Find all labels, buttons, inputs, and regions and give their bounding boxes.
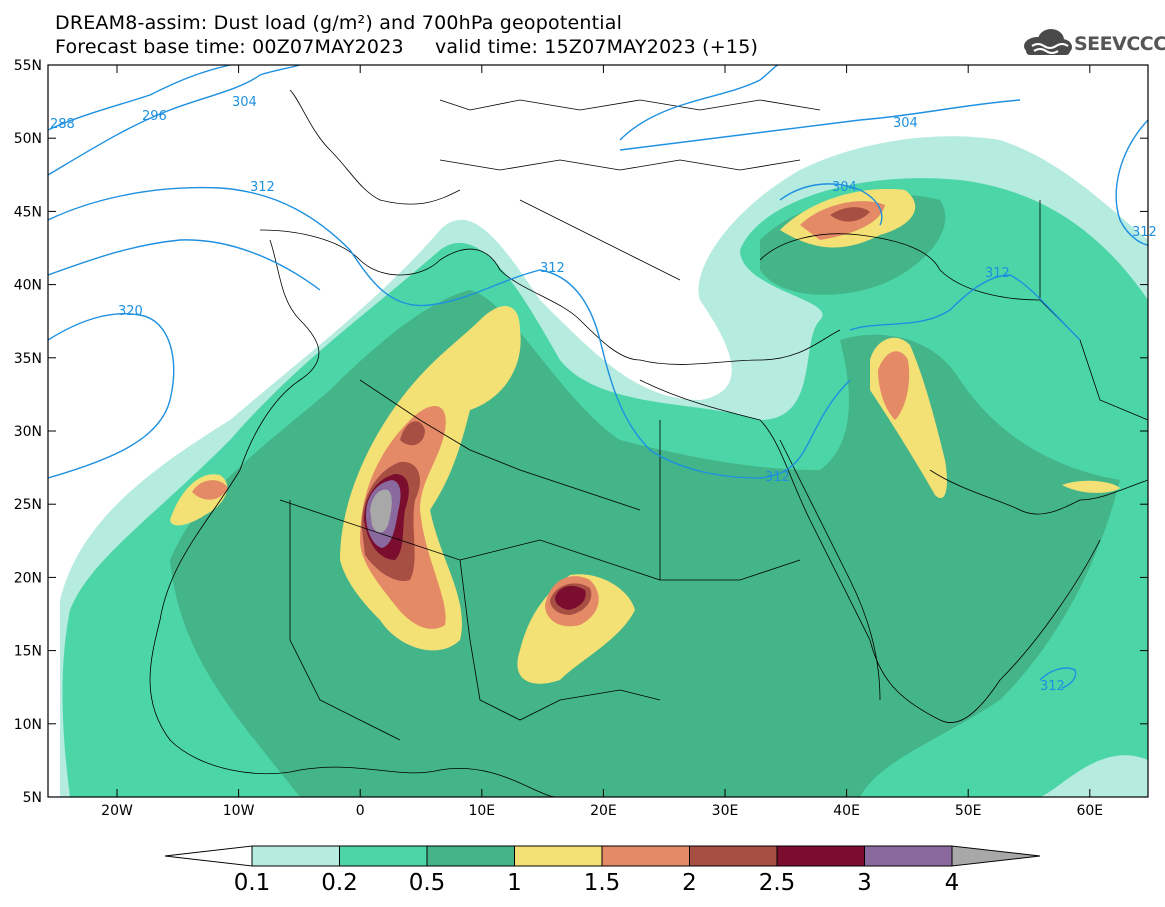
dust-level-2.5 bbox=[555, 585, 586, 610]
lon-label: 10W bbox=[223, 803, 255, 819]
lon-label: 30E bbox=[712, 803, 739, 819]
geopotential-contours bbox=[48, 65, 1148, 689]
coastlines bbox=[149, 89, 1148, 797]
contour-label: 304 bbox=[232, 95, 257, 110]
colorbar-label: 1 bbox=[507, 870, 522, 896]
latitude-axis: 55N 50N 45N 40N 35N 30N 25N 20N 15N 10N 5N bbox=[14, 58, 1148, 806]
longitude-axis: 20W 10W 0 10E 20E 30E 40E 50E 60E bbox=[101, 65, 1103, 819]
lat-label: 30N bbox=[14, 424, 42, 440]
dust-level-1.5 bbox=[192, 480, 228, 500]
contour-label: 312 bbox=[765, 470, 790, 485]
contour-label: 312 bbox=[540, 261, 565, 276]
colorbar-label: 0.1 bbox=[233, 870, 271, 896]
contour-label: 304 bbox=[893, 116, 918, 131]
lat-label: 15N bbox=[14, 644, 42, 660]
colorbar-label: 0.5 bbox=[408, 870, 446, 896]
colorbar-segment bbox=[426, 845, 515, 867]
contour-label: 296 bbox=[142, 109, 167, 124]
lat-label: 55N bbox=[14, 58, 42, 74]
colorbar bbox=[164, 845, 1041, 867]
colorbar-segment bbox=[864, 845, 953, 867]
colorbar-label: 4 bbox=[944, 870, 960, 896]
lon-label: 10E bbox=[468, 803, 495, 819]
lon-label: 60E bbox=[1076, 803, 1103, 819]
colorbar-label: 2.5 bbox=[758, 870, 796, 896]
lon-label: 20E bbox=[590, 803, 617, 819]
colorbar-label: 3 bbox=[857, 870, 872, 896]
colorbar-segment bbox=[776, 845, 865, 867]
lat-label: 50N bbox=[14, 131, 42, 147]
chart-title-line1: DREAM8-assim: Dust load (g/m²) and 700hP… bbox=[55, 12, 623, 34]
lat-label: 35N bbox=[14, 351, 42, 367]
logo-text: SEEVCCC bbox=[1074, 33, 1165, 55]
contour-labels: 288 296 304 312 320 312 304 312 304 312 … bbox=[50, 95, 1157, 694]
contour-label: 304 bbox=[832, 180, 857, 195]
lon-label: 0 bbox=[356, 803, 365, 819]
contour-label: 312 bbox=[1132, 225, 1157, 240]
lat-label: 45N bbox=[14, 204, 42, 220]
chart-title-line2: Forecast base time: 00Z07MAY2023 valid t… bbox=[55, 36, 759, 58]
lon-label: 50E bbox=[955, 803, 982, 819]
colorbar-extend-high bbox=[951, 845, 1041, 867]
colorbar-segment bbox=[251, 845, 340, 867]
colorbar-segment bbox=[601, 845, 690, 867]
lat-label: 40N bbox=[14, 278, 42, 294]
colorbar-label: 1.5 bbox=[583, 870, 621, 896]
contour-label: 312 bbox=[985, 266, 1010, 281]
colorbar-extend-low bbox=[164, 845, 253, 867]
dust-level-1 bbox=[1062, 480, 1120, 493]
dust-level-2 bbox=[400, 421, 425, 446]
seevccc-logo bbox=[1024, 29, 1072, 55]
contour-label: 288 bbox=[50, 117, 75, 132]
colorbar-label: 0.2 bbox=[321, 870, 358, 896]
dust-level-2 bbox=[830, 207, 870, 222]
lon-label: 40E bbox=[833, 803, 860, 819]
lat-label: 20N bbox=[14, 570, 42, 586]
colorbar-segment bbox=[514, 845, 603, 867]
lat-label: 25N bbox=[14, 497, 42, 513]
colorbar-segment bbox=[689, 845, 778, 867]
contour-label: 320 bbox=[118, 304, 143, 319]
dust-field bbox=[60, 136, 1148, 797]
dust-level-4 bbox=[370, 489, 392, 533]
dust-level-1.5 bbox=[878, 351, 910, 420]
lat-label: 5N bbox=[23, 790, 42, 806]
lat-label: 10N bbox=[14, 717, 42, 733]
contour-label: 312 bbox=[1040, 679, 1065, 694]
contour-label: 312 bbox=[250, 180, 275, 195]
colorbar-label: 2 bbox=[682, 870, 697, 896]
colorbar-segment bbox=[339, 845, 428, 867]
lon-label: 20W bbox=[101, 803, 133, 819]
